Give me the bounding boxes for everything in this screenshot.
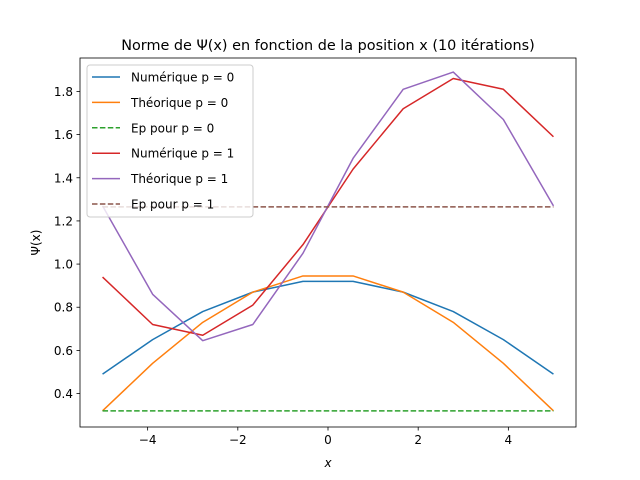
chart-title: Norme de Ψ(x) en fonction de la position… bbox=[121, 38, 535, 54]
x-tick-label: 4 bbox=[505, 433, 513, 447]
y-tick-label: 0.4 bbox=[54, 387, 73, 401]
x-axis-label: x bbox=[323, 456, 332, 470]
series-line-2 bbox=[102, 275, 554, 412]
x-tick-label: −2 bbox=[229, 433, 247, 447]
y-tick-label: 0.6 bbox=[54, 344, 73, 358]
legend-label: Numérique p = 1 bbox=[131, 147, 234, 161]
plot-frame bbox=[79, 57, 577, 428]
y-tick-label: 1.0 bbox=[54, 258, 73, 272]
legend-label: Théorique p = 0 bbox=[130, 96, 228, 110]
y-tick-label: 1.8 bbox=[54, 85, 73, 99]
y-tick-label: 1.4 bbox=[54, 171, 73, 185]
series-line-1 bbox=[102, 280, 554, 375]
legend-label: Théorique p = 1 bbox=[130, 172, 228, 186]
legend-box bbox=[86, 64, 254, 218]
series-line-5 bbox=[101, 71, 555, 342]
y-tick-label: 1.2 bbox=[54, 214, 73, 228]
x-tick-label: 0 bbox=[324, 433, 332, 447]
legend-label: Ep pour p = 0 bbox=[131, 121, 214, 135]
y-tick-label: 0.8 bbox=[54, 301, 73, 315]
y-axis-label: Ψ(x) bbox=[29, 230, 43, 256]
x-tick-label: 2 bbox=[414, 433, 422, 447]
x-tick-label: −4 bbox=[139, 433, 157, 447]
y-tick-label: 1.6 bbox=[54, 128, 73, 142]
legend-label: Numérique p = 0 bbox=[131, 71, 234, 85]
legend-label: Ep pour p = 1 bbox=[131, 198, 214, 212]
